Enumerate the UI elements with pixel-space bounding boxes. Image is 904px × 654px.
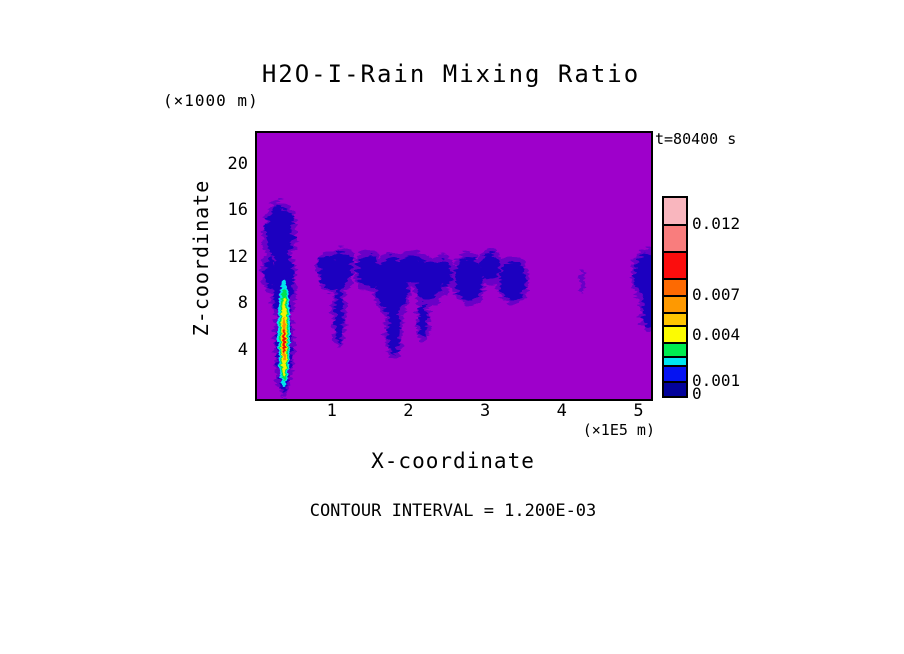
x-tick-label: 5 <box>633 401 644 421</box>
rain-region <box>335 287 343 343</box>
rain-region <box>643 289 651 329</box>
rain-region <box>319 256 333 274</box>
colorbar-segment-orange <box>664 297 686 314</box>
rain-region <box>282 329 286 353</box>
x-axis-title: X-coordinate <box>371 449 535 473</box>
x-tick-label: 2 <box>403 401 414 421</box>
contour-interval-text: CONTOUR INTERVAL = 1.200E-03 <box>309 501 597 521</box>
rain-region <box>265 257 275 289</box>
z-tick-label: 20 <box>227 153 248 174</box>
rain-mixing-ratio-field <box>257 133 651 399</box>
colorbar-segment-dark-orange <box>664 280 686 297</box>
rain-region <box>434 259 452 287</box>
rain-region <box>357 255 381 287</box>
rain-region <box>271 205 285 229</box>
colorbar-segment-blue <box>664 367 686 383</box>
rain-region <box>480 254 500 280</box>
colorbar-segment-salmon <box>664 226 686 253</box>
colorbar-value-label: 0.004 <box>692 325 741 344</box>
rain-region <box>455 257 483 301</box>
x-tick-label: 1 <box>326 401 337 421</box>
colorbar-value-label: 0.012 <box>692 214 741 233</box>
rain-region <box>334 252 352 272</box>
colorbar-segment-red <box>664 253 686 280</box>
x-tick-label: 3 <box>479 401 491 421</box>
z-tick-label: 16 <box>227 200 248 221</box>
colorbar-segment-gold <box>664 314 686 327</box>
time-annotation: t=80400 s <box>655 130 737 148</box>
rain-region <box>634 253 651 297</box>
colorbar-segment-yellow <box>664 327 686 344</box>
z-tick-label: 8 <box>237 293 248 314</box>
page-title: H2O-I-Rain Mixing Ratio <box>261 60 641 88</box>
z-tick-label: 4 <box>237 339 248 360</box>
x-axis-unit-label: (×1E5 m) <box>582 421 655 439</box>
rain-region <box>388 303 400 355</box>
intense-shaft-contours <box>278 279 290 387</box>
rain-region <box>500 261 526 301</box>
z-tick-label: 12 <box>227 246 248 267</box>
colorbar-segment-green <box>664 344 686 358</box>
colorbar-segment-navy <box>664 383 686 396</box>
contour-plot-area <box>255 131 653 401</box>
colorbar <box>662 196 688 398</box>
rain-region <box>579 270 585 292</box>
z-axis-unit-label: (×1000 m) <box>163 91 259 110</box>
colorbar-segment-cyan <box>664 358 686 367</box>
colorbar-value-label: 0.001 <box>692 371 741 390</box>
x-tick-label: 4 <box>556 401 567 421</box>
colorbar-segment-pink <box>664 198 686 226</box>
colorbar-value-label: 0.007 <box>692 285 741 304</box>
colorbar-value-label: 0 <box>692 384 702 403</box>
rain-region <box>419 301 427 337</box>
